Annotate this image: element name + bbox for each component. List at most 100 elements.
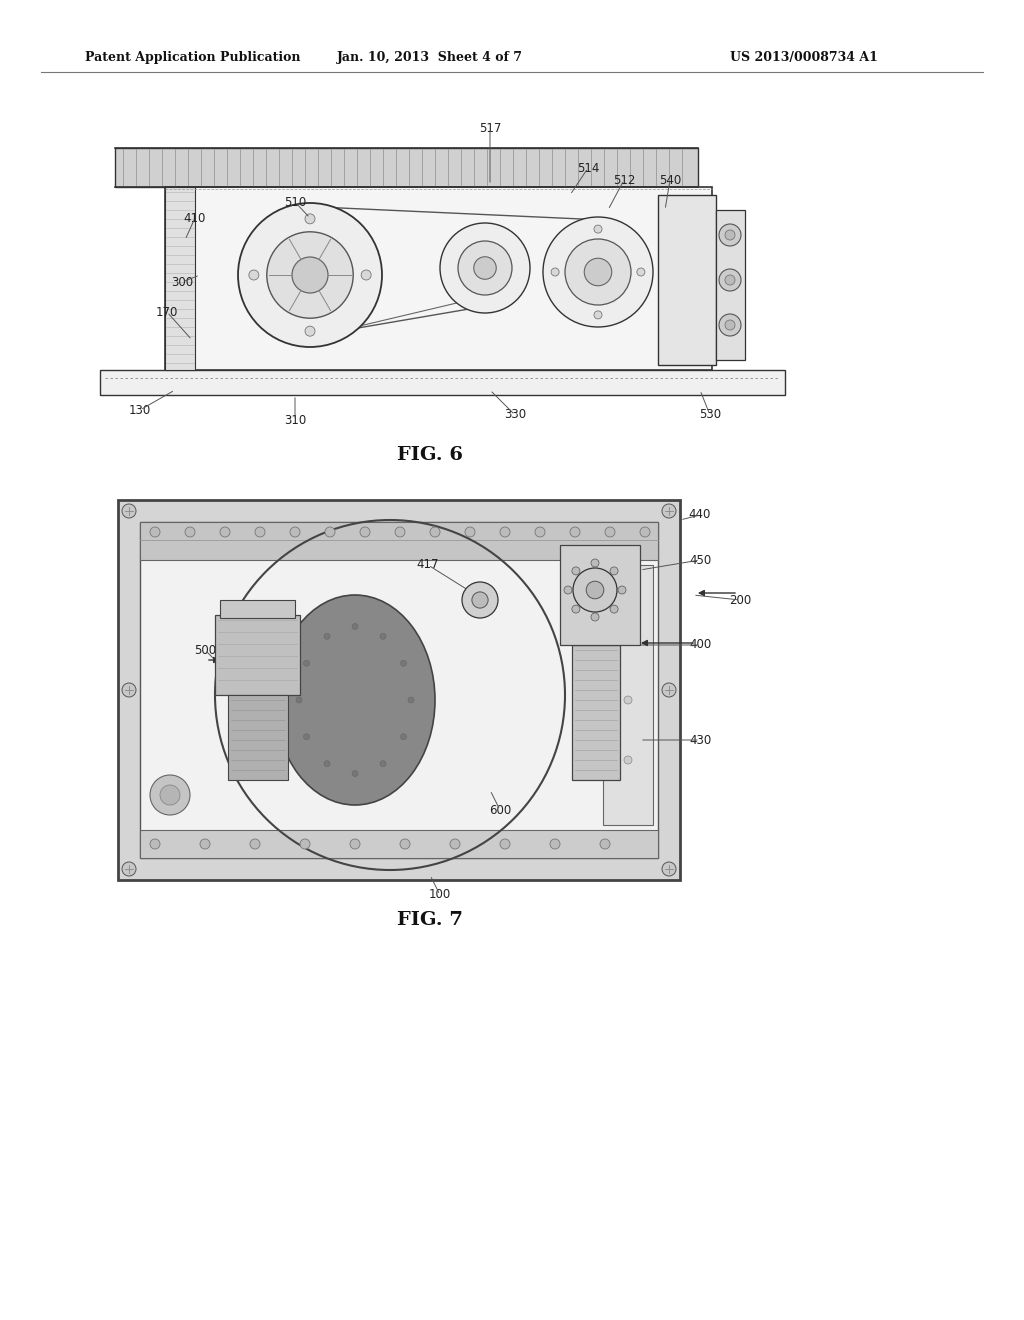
- Circle shape: [395, 527, 406, 537]
- Circle shape: [535, 527, 545, 537]
- Text: 600: 600: [488, 804, 511, 817]
- Circle shape: [719, 224, 741, 246]
- Circle shape: [725, 275, 735, 285]
- Circle shape: [719, 269, 741, 290]
- Text: 517: 517: [479, 121, 501, 135]
- Text: 417: 417: [417, 558, 439, 572]
- Circle shape: [570, 527, 580, 537]
- Circle shape: [122, 504, 136, 517]
- Circle shape: [725, 319, 735, 330]
- FancyBboxPatch shape: [165, 187, 712, 370]
- Circle shape: [325, 527, 335, 537]
- Circle shape: [361, 271, 371, 280]
- Text: US 2013/0008734 A1: US 2013/0008734 A1: [730, 51, 878, 65]
- Circle shape: [400, 840, 410, 849]
- Circle shape: [594, 312, 602, 319]
- Circle shape: [450, 840, 460, 849]
- Text: 500: 500: [194, 644, 216, 656]
- Text: FIG. 6: FIG. 6: [397, 446, 463, 465]
- Circle shape: [600, 840, 610, 849]
- Text: Jan. 10, 2013  Sheet 4 of 7: Jan. 10, 2013 Sheet 4 of 7: [337, 51, 523, 65]
- Circle shape: [662, 862, 676, 876]
- FancyBboxPatch shape: [165, 187, 195, 370]
- FancyBboxPatch shape: [100, 370, 785, 395]
- Circle shape: [640, 527, 650, 537]
- Circle shape: [408, 697, 414, 704]
- FancyBboxPatch shape: [115, 148, 698, 187]
- FancyBboxPatch shape: [215, 615, 300, 696]
- Circle shape: [255, 527, 265, 537]
- Circle shape: [238, 203, 382, 347]
- Circle shape: [267, 232, 353, 318]
- Text: 100: 100: [429, 888, 452, 902]
- Circle shape: [440, 223, 530, 313]
- FancyBboxPatch shape: [228, 696, 288, 780]
- Text: 410: 410: [184, 211, 206, 224]
- Circle shape: [303, 734, 309, 739]
- Circle shape: [624, 576, 632, 583]
- Circle shape: [591, 612, 599, 620]
- Circle shape: [624, 696, 632, 704]
- Circle shape: [352, 771, 358, 776]
- Text: 170: 170: [156, 305, 178, 318]
- Text: 510: 510: [284, 195, 306, 209]
- Text: 400: 400: [689, 639, 711, 652]
- Text: 430: 430: [689, 734, 711, 747]
- Circle shape: [150, 775, 190, 814]
- Circle shape: [500, 840, 510, 849]
- Circle shape: [474, 257, 497, 280]
- FancyBboxPatch shape: [118, 500, 680, 880]
- Circle shape: [185, 527, 195, 537]
- Circle shape: [565, 239, 631, 305]
- Text: 440: 440: [689, 508, 712, 521]
- Text: 530: 530: [699, 408, 721, 421]
- Circle shape: [220, 527, 230, 537]
- Circle shape: [624, 756, 632, 764]
- Circle shape: [662, 504, 676, 517]
- Circle shape: [292, 257, 328, 293]
- Circle shape: [400, 734, 407, 739]
- Circle shape: [564, 586, 572, 594]
- Circle shape: [430, 527, 440, 537]
- Text: 410: 410: [237, 603, 259, 616]
- Circle shape: [250, 840, 260, 849]
- FancyBboxPatch shape: [658, 195, 716, 366]
- Circle shape: [249, 271, 259, 280]
- Circle shape: [324, 634, 330, 639]
- Circle shape: [585, 259, 611, 285]
- FancyBboxPatch shape: [220, 601, 295, 618]
- Circle shape: [305, 214, 315, 224]
- FancyBboxPatch shape: [140, 521, 658, 560]
- Circle shape: [360, 527, 370, 537]
- Circle shape: [472, 591, 488, 609]
- Circle shape: [624, 636, 632, 644]
- Text: FIG. 7: FIG. 7: [397, 911, 463, 929]
- Text: 540: 540: [658, 173, 681, 186]
- Circle shape: [618, 586, 626, 594]
- Circle shape: [591, 558, 599, 568]
- Circle shape: [462, 582, 498, 618]
- Circle shape: [160, 785, 180, 805]
- Circle shape: [200, 840, 210, 849]
- Circle shape: [380, 760, 386, 767]
- Circle shape: [400, 660, 407, 667]
- Circle shape: [303, 660, 309, 667]
- Circle shape: [662, 682, 676, 697]
- Circle shape: [500, 527, 510, 537]
- Circle shape: [290, 527, 300, 537]
- Circle shape: [543, 216, 653, 327]
- Circle shape: [637, 268, 645, 276]
- Text: 512: 512: [612, 173, 635, 186]
- FancyBboxPatch shape: [140, 830, 658, 858]
- Text: Patent Application Publication: Patent Application Publication: [85, 51, 300, 65]
- Circle shape: [150, 527, 160, 537]
- FancyBboxPatch shape: [603, 565, 653, 825]
- Circle shape: [719, 314, 741, 337]
- Circle shape: [573, 568, 617, 612]
- Circle shape: [324, 760, 330, 767]
- Circle shape: [551, 268, 559, 276]
- Ellipse shape: [275, 595, 435, 805]
- Circle shape: [458, 242, 512, 294]
- Circle shape: [150, 840, 160, 849]
- Circle shape: [572, 605, 580, 612]
